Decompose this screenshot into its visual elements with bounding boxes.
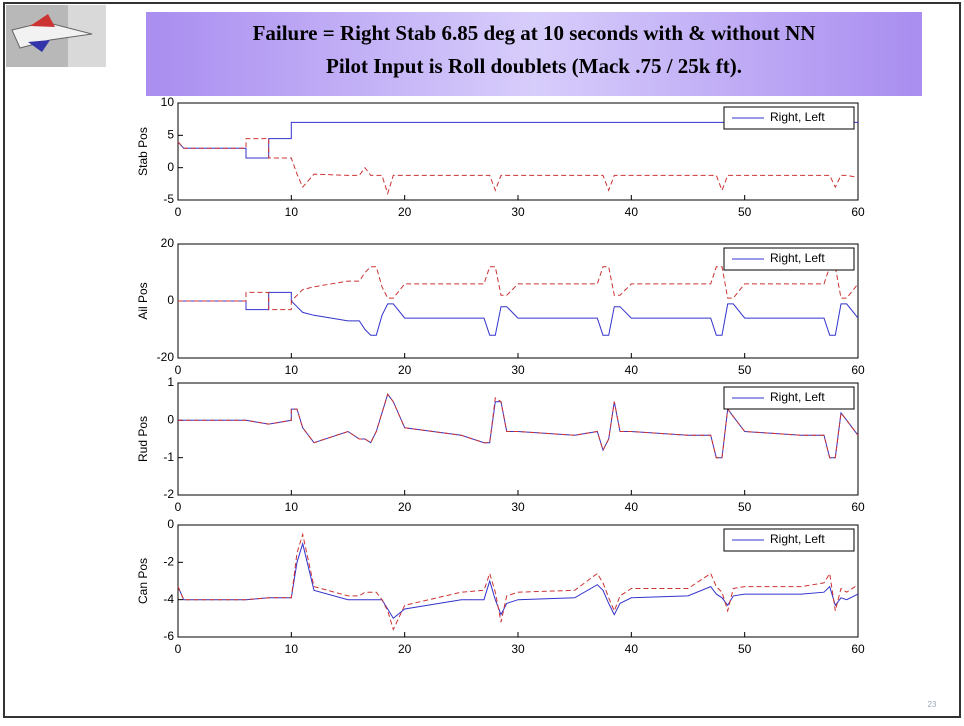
- title-box: [146, 12, 922, 96]
- legend-box: [723, 247, 855, 271]
- page-number: 23: [928, 700, 937, 709]
- y-tick-label: -2: [163, 555, 174, 569]
- series-line: [177, 138, 859, 196]
- x-tick-label: 50: [738, 363, 752, 377]
- series-line: [177, 541, 859, 620]
- y-tick-label: 0: [167, 293, 174, 307]
- y-tick-label: -1: [163, 450, 174, 464]
- y-tick-label: 20: [161, 236, 175, 250]
- x-tick-label: 0: [175, 500, 182, 514]
- series-line: [178, 266, 859, 311]
- x-tick-label: 30: [511, 500, 525, 514]
- y-axis-label: Rud Pos: [136, 416, 150, 462]
- x-tick-label: 20: [398, 363, 412, 377]
- x-tick-label: 10: [285, 642, 299, 656]
- chart: 0 10 20 30 40 50 60 -2 -1 0 1 Rud Pos Right, Left: [136, 375, 865, 514]
- x-tick-label: 50: [738, 500, 752, 514]
- x-tick-label: 10: [285, 500, 299, 514]
- x-tick-label: 0: [175, 205, 182, 219]
- y-tick-label: 5: [167, 128, 174, 142]
- y-tick-label: 10: [161, 95, 175, 109]
- x-tick-label: 20: [398, 500, 412, 514]
- legend-label: Right, Left: [770, 390, 825, 404]
- x-tick-label: 60: [851, 205, 865, 219]
- legend-label: Right, Left: [770, 251, 825, 265]
- x-tick-label: 50: [738, 205, 752, 219]
- series-line: [178, 291, 859, 336]
- x-tick-label: 60: [851, 363, 865, 377]
- series-line: [177, 532, 859, 631]
- legend-box: [723, 528, 855, 552]
- y-tick-label: 0: [167, 160, 174, 174]
- legend-label: Right, Left: [770, 532, 825, 546]
- legend-label: Right, Left: [770, 110, 825, 124]
- y-tick-label: -20: [157, 350, 175, 364]
- x-tick-label: 60: [851, 500, 865, 514]
- chart: 0 10 20 30 40 50 60 -6 -4 -2 0 Can Pos Right, Left: [136, 517, 865, 656]
- y-tick-label: 1: [167, 375, 174, 389]
- x-tick-label: 20: [398, 642, 412, 656]
- title-line: Failure = Right Stab 6.85 deg at 10 seco…: [253, 21, 816, 45]
- x-tick-label: 0: [175, 363, 182, 377]
- y-tick-label: -5: [163, 192, 174, 206]
- series-line: [178, 393, 859, 459]
- y-tick-label: -4: [163, 592, 174, 606]
- x-tick-label: 10: [285, 205, 299, 219]
- x-tick-label: 30: [511, 642, 525, 656]
- x-tick-label: 50: [738, 642, 752, 656]
- legend-box: [723, 386, 855, 410]
- y-tick-label: -2: [163, 487, 174, 501]
- x-tick-label: 30: [511, 205, 525, 219]
- x-tick-label: 0: [175, 642, 182, 656]
- x-tick-label: 40: [625, 642, 639, 656]
- x-tick-label: 20: [398, 205, 412, 219]
- y-tick-label: 0: [167, 413, 174, 427]
- x-tick-label: 30: [511, 363, 525, 377]
- x-tick-label: 10: [285, 363, 299, 377]
- x-tick-label: 40: [625, 500, 639, 514]
- logo: [6, 5, 106, 67]
- y-axis-label: Ail Pos: [136, 282, 150, 319]
- x-tick-label: 40: [625, 205, 639, 219]
- y-axis-label: Stab Pos: [136, 127, 150, 176]
- y-tick-label: -6: [163, 629, 174, 643]
- x-tick-label: 60: [851, 642, 865, 656]
- y-tick-label: 0: [167, 517, 174, 531]
- x-tick-label: 40: [625, 363, 639, 377]
- y-axis-label: Can Pos: [136, 558, 150, 604]
- title-line: Pilot Input is Roll doublets (Mack .75 /…: [326, 54, 742, 78]
- legend-box: [723, 106, 855, 130]
